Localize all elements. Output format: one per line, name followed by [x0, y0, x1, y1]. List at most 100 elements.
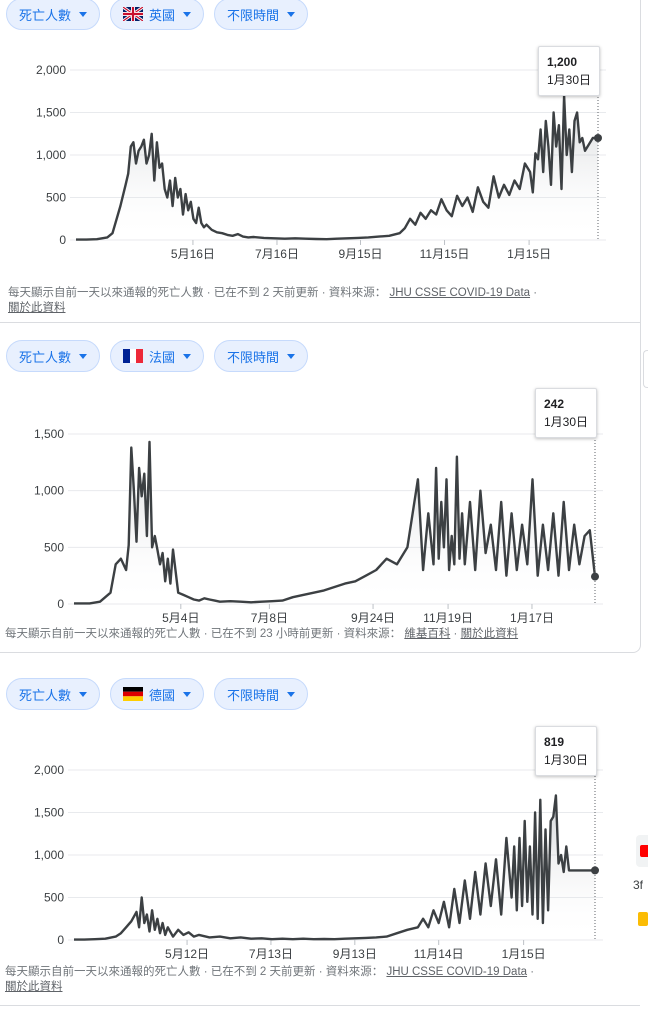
x-tick-label: 5月16日 — [171, 247, 215, 261]
x-tick-label: 11月14日 — [414, 947, 464, 961]
x-tick-label: 11月19日 — [423, 611, 473, 625]
chevron-down-icon — [287, 353, 296, 359]
country-chip-label: 德國 — [149, 687, 176, 703]
x-tick-label: 11月15日 — [420, 247, 470, 261]
x-tick-label: 7月13日 — [249, 947, 293, 961]
tooltip-date: 1月30日 — [544, 753, 589, 767]
area-fill — [76, 95, 598, 240]
deaths-chart[interactable]: 0 500 1,000 1,500 2,000 5月16日 7月16日 9月15日 11月15日… — [0, 40, 640, 265]
x-tick-label: 7月16日 — [255, 247, 299, 261]
time-range-chip[interactable]: 不限時間 — [214, 340, 309, 372]
hover-point — [591, 572, 599, 581]
x-tick-label: 7月8日 — [251, 611, 288, 625]
country-chip-label: 法國 — [149, 349, 176, 365]
uk-flag-icon — [123, 7, 144, 21]
footer-note: 每天顯示自前一天以來通報的死亡人數 · 已在不到 23 小時前更新 · — [5, 628, 341, 640]
x-tick-label: 1月15日 — [502, 947, 546, 961]
metric-chip[interactable]: 死亡人數 — [6, 0, 101, 30]
hover-point — [591, 866, 599, 875]
hover-point — [594, 134, 602, 142]
footer-note: 每天顯示自前一天以來通報的死亡人數 · 已在不到 2 天前更新 · — [5, 966, 323, 978]
x-tick-label: 5月12日 — [165, 947, 209, 961]
y-tick-label: 2,000 — [36, 63, 66, 77]
filter-chips: 死亡人數 英國 不限時間 — [6, 0, 309, 30]
metric-chip-label: 死亡人數 — [19, 7, 72, 23]
chart-tooltip: 819 1月30日 — [535, 726, 598, 776]
source-link[interactable]: JHU CSSE COVID-19 Data — [389, 287, 531, 299]
time-range-chip[interactable]: 不限時間 — [214, 678, 309, 710]
time-range-chip[interactable]: 不限時間 — [214, 0, 309, 30]
time-range-chip-label: 不限時間 — [227, 687, 280, 703]
tooltip-value: 242 — [544, 397, 565, 411]
country-chip[interactable]: 德國 — [110, 678, 205, 710]
tooltip-date: 1月30日 — [544, 415, 589, 429]
chevron-down-icon — [79, 11, 88, 17]
chevron-down-icon — [287, 691, 296, 697]
x-tick-label: 1月17日 — [510, 611, 554, 625]
y-tick-label: 1,500 — [34, 427, 64, 441]
france-flag-icon — [123, 349, 144, 363]
y-tick-label: 0 — [59, 233, 66, 247]
x-tick-label: 5月4日 — [162, 611, 199, 625]
chart-tooltip: 1,200 1月30日 — [538, 46, 601, 96]
metric-chip-label: 死亡人數 — [19, 349, 72, 365]
chart-tooltip: 242 1月30日 — [535, 388, 598, 438]
y-tick-label: 1,000 — [34, 484, 64, 498]
filter-chips: 死亡人數 法國 不限時間 — [6, 340, 309, 372]
x-tick-label: 9月24日 — [351, 611, 395, 625]
y-tick-label: 1,000 — [36, 148, 66, 162]
country-chip[interactable]: 英國 — [110, 0, 205, 30]
chart-footer: 每天顯示自前一天以來通報的死亡人數 · 已在不到 23 小時前更新 · 資料來源… — [5, 628, 519, 640]
y-tick-label: 1,500 — [34, 806, 64, 820]
y-tick-label: 2,000 — [34, 763, 64, 777]
footer-note: 每天顯示自前一天以來通報的死亡人數 · 已在不到 2 天前更新 · — [8, 287, 326, 299]
source-label: 資料來源： — [325, 966, 384, 978]
adjacent-text-fragment: 3f — [633, 878, 644, 892]
area-fill — [74, 795, 595, 940]
chevron-down-icon — [183, 691, 192, 697]
adjacent-thumbnail — [638, 912, 648, 926]
filter-chips: 死亡人數 德國 不限時間 — [6, 678, 309, 710]
x-tick-label: 9月13日 — [333, 947, 377, 961]
time-range-chip-label: 不限時間 — [227, 349, 280, 365]
adjacent-card-edge — [643, 350, 648, 388]
y-tick-label: 500 — [46, 191, 66, 205]
chart-footer: 每天顯示自前一天以來通報的死亡人數 · 已在不到 2 天前更新 · 資料來源： … — [8, 287, 538, 314]
chevron-down-icon — [183, 353, 192, 359]
y-tick-label: 0 — [57, 933, 64, 947]
series-line — [74, 440, 597, 605]
series-line — [74, 794, 595, 941]
source-label: 資料來源： — [328, 287, 387, 299]
about-link[interactable]: 關於此資料 — [5, 981, 63, 993]
metric-chip[interactable]: 死亡人數 — [6, 678, 101, 710]
x-tick-label: 1月15日 — [507, 247, 551, 261]
tooltip-value: 819 — [544, 735, 565, 749]
deaths-chart[interactable]: 0 500 1,000 1,500 2,000 5月12日 7月13日 9月13日 11月14日… — [0, 720, 640, 961]
country-chip-label: 英國 — [149, 7, 176, 23]
germany-flag-icon — [123, 687, 144, 701]
x-tick-label: 9月15日 — [338, 247, 382, 261]
about-link[interactable]: 關於此資料 — [460, 628, 519, 640]
time-range-chip-label: 不限時間 — [227, 7, 280, 23]
chart-panel-france: 死亡人數 法國 不限時間 0 500 1,000 1,500 5月4日 7月8日 9月24日… — [0, 322, 641, 653]
chart-panel-uk: 死亡人數 英國 不限時間 0 500 1,000 1,500 2,000 5月16日 7月1… — [0, 0, 641, 323]
chevron-down-icon — [79, 691, 88, 697]
y-tick-label: 0 — [57, 597, 64, 611]
deaths-chart[interactable]: 0 500 1,000 1,500 5月4日 7月8日 9月24日 11月19日 1月17日 — [0, 382, 640, 625]
tooltip-date: 1月30日 — [547, 73, 592, 87]
source-link[interactable]: JHU CSSE COVID-19 Data — [386, 966, 528, 978]
youtube-icon[interactable] — [636, 835, 648, 867]
series-line — [76, 94, 598, 241]
y-tick-label: 1,000 — [34, 848, 64, 862]
metric-chip[interactable]: 死亡人數 — [6, 340, 101, 372]
metric-chip-label: 死亡人數 — [19, 687, 72, 703]
about-link[interactable]: 關於此資料 — [8, 302, 66, 314]
country-chip[interactable]: 法國 — [110, 340, 205, 372]
source-link[interactable]: 維基百科 — [404, 628, 451, 640]
y-tick-label: 500 — [44, 891, 64, 905]
y-tick-label: 500 — [44, 540, 64, 554]
chevron-down-icon — [79, 353, 88, 359]
chevron-down-icon — [183, 11, 192, 17]
chart-svg: 0 500 1,000 1,500 2,000 5月12日 7月13日 9月13日 11月14日… — [34, 755, 603, 961]
chart-svg: 0 500 1,000 1,500 2,000 5月16日 7月16日 9月15日 11月15日… — [36, 55, 606, 261]
